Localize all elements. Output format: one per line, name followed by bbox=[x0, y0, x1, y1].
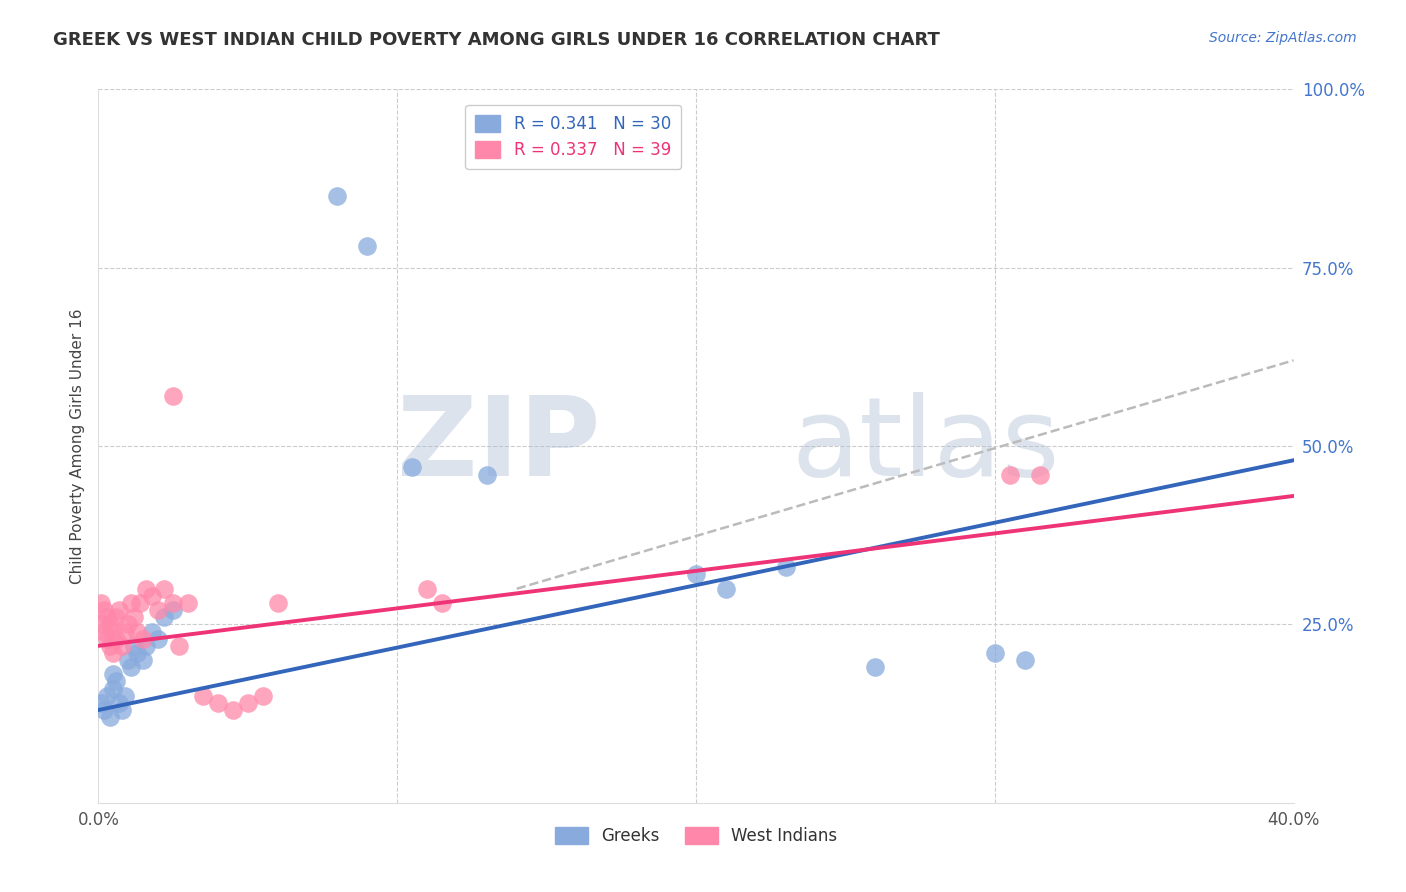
Point bbox=[108, 603, 131, 617]
Point bbox=[98, 617, 122, 632]
Point bbox=[96, 689, 118, 703]
Point bbox=[93, 603, 115, 617]
Point bbox=[236, 696, 259, 710]
Point bbox=[93, 703, 115, 717]
Point bbox=[117, 617, 139, 632]
Text: atlas: atlas bbox=[792, 392, 1060, 500]
Text: ZIP: ZIP bbox=[396, 392, 600, 500]
Point bbox=[90, 617, 112, 632]
Point bbox=[105, 632, 128, 646]
Point bbox=[401, 460, 423, 475]
Y-axis label: Child Poverty Among Girls Under 16: Child Poverty Among Girls Under 16 bbox=[69, 309, 84, 583]
Point bbox=[103, 624, 125, 639]
Point bbox=[120, 660, 142, 674]
Point bbox=[162, 603, 184, 617]
Point bbox=[267, 596, 290, 610]
Point bbox=[132, 632, 155, 646]
Point bbox=[98, 710, 122, 724]
Point bbox=[135, 582, 157, 596]
Point bbox=[93, 624, 115, 639]
Point bbox=[326, 189, 349, 203]
Text: Source: ZipAtlas.com: Source: ZipAtlas.com bbox=[1209, 31, 1357, 45]
Point bbox=[148, 603, 170, 617]
Point bbox=[141, 624, 163, 639]
Point bbox=[129, 596, 152, 610]
Point bbox=[998, 467, 1021, 482]
Point bbox=[191, 689, 214, 703]
Point bbox=[714, 582, 737, 596]
Point bbox=[1014, 653, 1036, 667]
Text: GREEK VS WEST INDIAN CHILD POVERTY AMONG GIRLS UNDER 16 CORRELATION CHART: GREEK VS WEST INDIAN CHILD POVERTY AMONG… bbox=[53, 31, 941, 49]
Point bbox=[153, 610, 176, 624]
Point bbox=[117, 653, 139, 667]
Point bbox=[416, 582, 439, 596]
Point bbox=[105, 610, 128, 624]
Point bbox=[685, 567, 707, 582]
Point bbox=[111, 703, 134, 717]
Point bbox=[252, 689, 274, 703]
Point bbox=[111, 639, 134, 653]
Point bbox=[475, 467, 498, 482]
Point bbox=[90, 696, 112, 710]
Point bbox=[222, 703, 245, 717]
Point bbox=[135, 639, 157, 653]
Point bbox=[356, 239, 378, 253]
Point bbox=[207, 696, 229, 710]
Point bbox=[430, 596, 453, 610]
Point bbox=[103, 667, 125, 681]
Point bbox=[124, 610, 146, 624]
Point bbox=[177, 596, 200, 610]
Point bbox=[114, 624, 136, 639]
Point bbox=[105, 674, 128, 689]
Point bbox=[1028, 467, 1050, 482]
Point bbox=[90, 596, 112, 610]
Point bbox=[865, 660, 887, 674]
Point bbox=[96, 610, 118, 624]
Point bbox=[96, 632, 118, 646]
Point bbox=[162, 596, 184, 610]
Point bbox=[98, 639, 122, 653]
Point bbox=[984, 646, 1007, 660]
Point bbox=[127, 646, 149, 660]
Point bbox=[775, 560, 797, 574]
Point bbox=[103, 681, 125, 696]
Point bbox=[120, 596, 142, 610]
Legend: Greeks, West Indians: Greeks, West Indians bbox=[548, 820, 844, 852]
Point bbox=[132, 653, 155, 667]
Point bbox=[127, 624, 149, 639]
Point bbox=[103, 646, 125, 660]
Point bbox=[108, 696, 131, 710]
Point bbox=[141, 589, 163, 603]
Point bbox=[167, 639, 190, 653]
Point bbox=[124, 639, 146, 653]
Point bbox=[114, 689, 136, 703]
Point bbox=[162, 389, 184, 403]
Point bbox=[148, 632, 170, 646]
Point bbox=[153, 582, 176, 596]
